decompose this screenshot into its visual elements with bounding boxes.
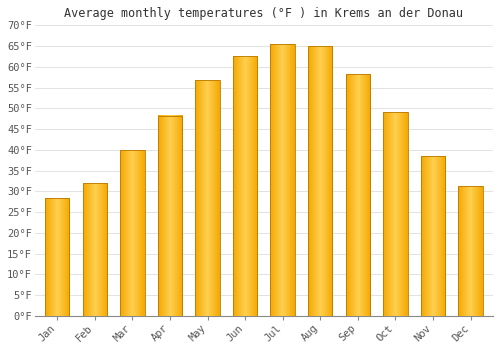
Bar [158, 116, 182, 316]
Bar [383, 112, 407, 316]
Bar [233, 56, 258, 316]
Bar [120, 150, 144, 316]
Bar [346, 74, 370, 316]
Bar [458, 186, 482, 316]
Bar [82, 183, 107, 316]
Bar [45, 198, 70, 316]
Bar [196, 80, 220, 316]
Bar [270, 44, 295, 316]
Title: Average monthly temperatures (°F ) in Krems an der Donau: Average monthly temperatures (°F ) in Kr… [64, 7, 464, 20]
Bar [420, 156, 445, 316]
Bar [308, 47, 332, 316]
